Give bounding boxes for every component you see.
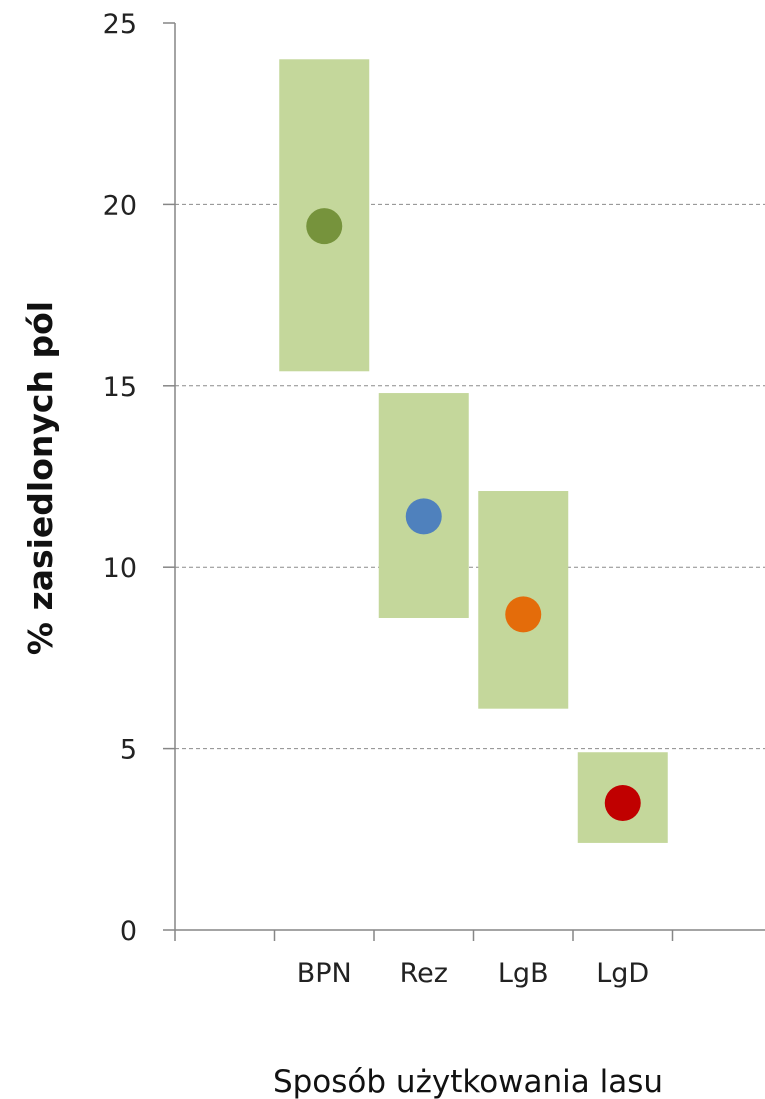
data-point-rez bbox=[405, 498, 442, 535]
x-tick-label: LgB bbox=[498, 958, 549, 989]
y-tick-label: 25 bbox=[103, 9, 137, 40]
axes bbox=[174, 23, 765, 931]
data-points bbox=[306, 208, 641, 822]
y-tick-label: 5 bbox=[120, 735, 137, 766]
y-axis-title: % zasiedlonych pól bbox=[21, 301, 60, 655]
y-tick-label: 0 bbox=[120, 916, 137, 947]
tick-labels: 0 5 10 15 20 25 BPN Rez LgB LgD bbox=[103, 9, 650, 989]
x-tick-label: BPN bbox=[297, 958, 352, 989]
data-point-lgd bbox=[604, 785, 641, 822]
y-tick-label: 20 bbox=[103, 190, 137, 221]
y-tick-label: 10 bbox=[103, 553, 137, 584]
data-point-lgb bbox=[505, 596, 542, 633]
data-point-bpn bbox=[306, 208, 343, 245]
y-tick-label: 15 bbox=[103, 372, 137, 403]
x-axis-title: Sposób użytkowania lasu bbox=[273, 1064, 663, 1099]
gridlines bbox=[163, 22, 765, 941]
x-tick-label: Rez bbox=[400, 958, 448, 989]
range-bars bbox=[279, 59, 668, 843]
x-tick-label: LgD bbox=[596, 958, 649, 989]
